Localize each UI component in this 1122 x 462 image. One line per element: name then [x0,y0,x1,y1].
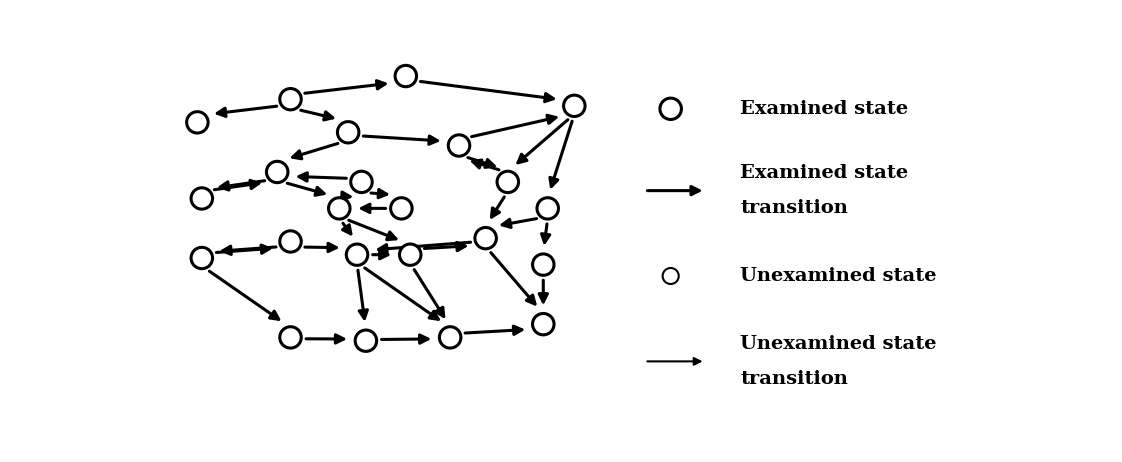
Ellipse shape [279,89,301,110]
Ellipse shape [533,314,554,335]
Ellipse shape [279,231,301,252]
Ellipse shape [279,327,301,348]
Ellipse shape [449,135,470,156]
Ellipse shape [186,112,208,133]
Ellipse shape [191,188,212,209]
Ellipse shape [338,122,359,143]
Ellipse shape [266,161,288,182]
Ellipse shape [475,227,496,249]
Ellipse shape [497,171,518,193]
Text: Unexamined state: Unexamined state [741,334,937,353]
Ellipse shape [533,254,554,275]
Ellipse shape [563,95,585,116]
Text: Unexamined state: Unexamined state [741,267,937,285]
Text: transition: transition [741,370,848,388]
Ellipse shape [347,244,368,265]
Ellipse shape [390,198,412,219]
Ellipse shape [399,244,421,265]
Ellipse shape [356,330,377,352]
Ellipse shape [191,247,212,269]
Text: Examined state: Examined state [741,100,909,118]
Ellipse shape [663,268,679,284]
Ellipse shape [660,98,681,120]
Ellipse shape [395,65,416,87]
Ellipse shape [537,198,559,219]
Ellipse shape [329,198,350,219]
Text: transition: transition [741,200,848,218]
Ellipse shape [440,327,461,348]
Ellipse shape [351,171,373,193]
Text: Examined state: Examined state [741,164,909,182]
